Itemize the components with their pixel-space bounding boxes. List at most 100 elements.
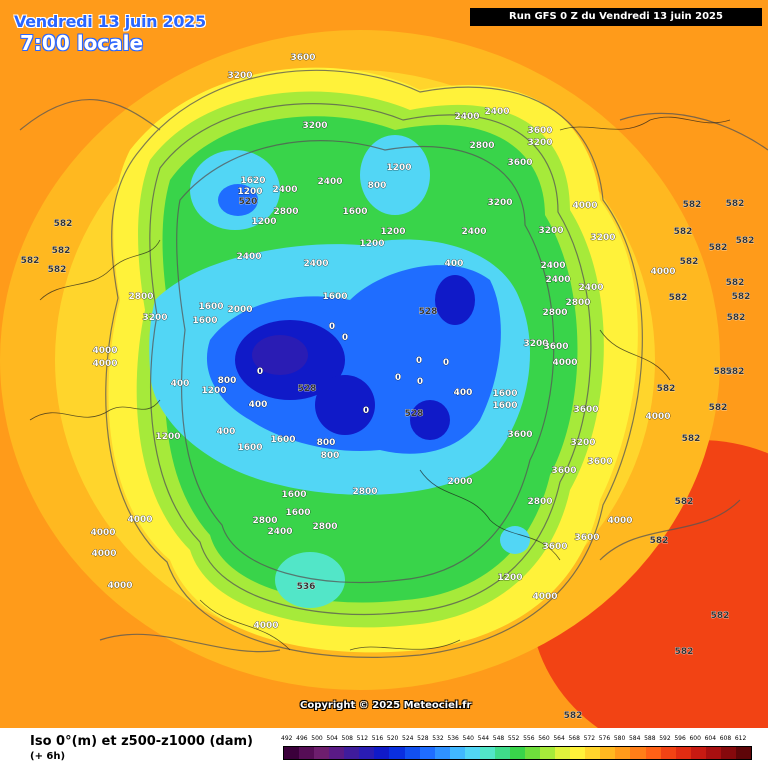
contour-label-88: 4000 — [91, 549, 116, 559]
scale-swatch-552 — [509, 747, 525, 759]
contour-label-82: 4000 — [607, 516, 632, 526]
contour-label-105: 582 — [726, 367, 745, 377]
scale-label-564: 564 — [553, 735, 565, 742]
contour-label-97: 582 — [674, 227, 693, 237]
scale-swatch-560 — [540, 747, 556, 759]
scale-swatch-572 — [585, 747, 601, 759]
contour-label-34: 2800 — [128, 292, 153, 302]
scale-swatch-496 — [299, 747, 315, 759]
scale-label-508: 508 — [341, 735, 353, 742]
contour-label-43: 0 — [342, 333, 348, 343]
scale-swatch-600 — [690, 747, 706, 759]
contour-label-14: 520 — [239, 197, 258, 207]
contour-label-50: 0 — [443, 358, 449, 368]
contour-label-6: 3200 — [527, 138, 552, 148]
contour-label-16: 1600 — [342, 207, 367, 217]
contour-label-75: 3600 — [551, 466, 576, 476]
scale-swatch-512 — [359, 747, 375, 759]
deep-cold-core-3 — [435, 275, 475, 325]
contour-label-72: 800 — [321, 451, 340, 461]
scale-swatch-568 — [570, 747, 586, 759]
contour-label-111: 582 — [711, 611, 730, 621]
scale-swatch-564 — [555, 747, 571, 759]
scale-swatch-596 — [675, 747, 691, 759]
forecast-date: Vendredi 13 juin 2025 — [14, 12, 206, 31]
contour-label-24: 2400 — [461, 227, 486, 237]
contour-label-56: 1200 — [201, 386, 226, 396]
legend-bar: Iso 0°(m) et z500-z1000 (dam) (+ 6h) 492… — [0, 728, 768, 768]
color-scale — [283, 746, 752, 760]
scale-swatch-548 — [494, 747, 510, 759]
contour-label-87: 3600 — [574, 533, 599, 543]
contour-label-93: 4000 — [532, 592, 557, 602]
contour-label-0: 3600 — [290, 53, 315, 63]
contour-label-29: 2400 — [540, 261, 565, 271]
contour-label-25: 1200 — [359, 239, 384, 249]
contour-label-18: 3600 — [507, 158, 532, 168]
deepest-core — [252, 335, 308, 375]
deep-cold-core-4 — [410, 400, 450, 440]
scale-label-548: 548 — [492, 735, 505, 742]
contour-label-96: 582 — [683, 200, 702, 210]
scale-swatch-536 — [449, 747, 465, 759]
contour-label-65: 4000 — [645, 412, 670, 422]
contour-label-94: 4000 — [253, 621, 278, 631]
contour-label-21: 3200 — [538, 226, 563, 236]
scale-label-512: 512 — [356, 735, 369, 742]
scale-label-612: 612 — [734, 735, 747, 742]
cold-cell-west-core — [218, 184, 258, 216]
contour-label-113: 582 — [564, 711, 583, 721]
contour-label-76: 2000 — [447, 477, 472, 487]
contour-label-68: 3600 — [507, 430, 532, 440]
contour-label-38: 1600 — [192, 316, 217, 326]
scale-swatch-540 — [464, 747, 480, 759]
contour-label-58: 400 — [454, 388, 473, 398]
scale-swatch-492 — [284, 747, 300, 759]
contour-label-39: 2800 — [565, 298, 590, 308]
scale-label-520: 520 — [386, 735, 399, 742]
contour-label-117: 582 — [54, 219, 73, 229]
scale-swatch-532 — [434, 747, 450, 759]
contour-label-27: 2400 — [303, 259, 328, 269]
contour-label-109: 582 — [675, 497, 694, 507]
contour-label-2: 3200 — [302, 121, 327, 131]
scale-label-608: 608 — [719, 735, 732, 742]
contour-label-46: 4000 — [92, 346, 117, 356]
contour-label-53: 0 — [417, 377, 423, 387]
scale-labels: 492 496 500 504 508 512 516 520 524 528 532 536 540 5… — [281, 735, 752, 745]
contour-label-45: 3600 — [543, 342, 568, 352]
contour-label-102: 582 — [732, 292, 751, 302]
contour-label-52: 0 — [395, 373, 401, 383]
contour-label-59: 1600 — [492, 389, 517, 399]
contour-label-70: 1600 — [270, 435, 295, 445]
contour-label-106: 582 — [709, 403, 728, 413]
scale-label-544: 544 — [477, 735, 490, 742]
contour-label-55: 800 — [218, 376, 237, 386]
scale-label-516: 516 — [371, 735, 384, 742]
contour-label-81: 4000 — [127, 515, 152, 525]
contour-label-57: 528 — [298, 384, 317, 394]
scale-swatch-520 — [389, 747, 405, 759]
contour-lines — [19, 69, 768, 658]
scale-label-500: 500 — [311, 735, 323, 742]
contour-label-11: 1620 — [240, 176, 265, 186]
cold-cell-north — [360, 135, 430, 215]
contour-label-37: 3200 — [142, 313, 167, 323]
cold-cell-south — [275, 552, 345, 608]
contour-label-8: 1200 — [386, 163, 411, 173]
scale-label-596: 596 — [674, 735, 686, 742]
contour-label-15: 2800 — [273, 207, 298, 217]
scale-label-604: 604 — [704, 735, 717, 742]
deep-cold-core-2 — [315, 375, 375, 435]
contour-label-5: 3600 — [527, 126, 552, 136]
scale-label-492: 492 — [281, 735, 293, 742]
contour-label-69: 3200 — [570, 438, 595, 448]
contour-label-44: 3200 — [523, 339, 548, 349]
scale-label-536: 536 — [447, 735, 459, 742]
contour-label-22: 3200 — [590, 233, 615, 243]
scale-label-524: 524 — [402, 735, 414, 742]
scale-swatch-580 — [615, 747, 631, 759]
contour-label-42: 0 — [329, 322, 335, 332]
contour-label-112: 582 — [675, 647, 694, 657]
contour-label-79: 2800 — [527, 497, 552, 507]
